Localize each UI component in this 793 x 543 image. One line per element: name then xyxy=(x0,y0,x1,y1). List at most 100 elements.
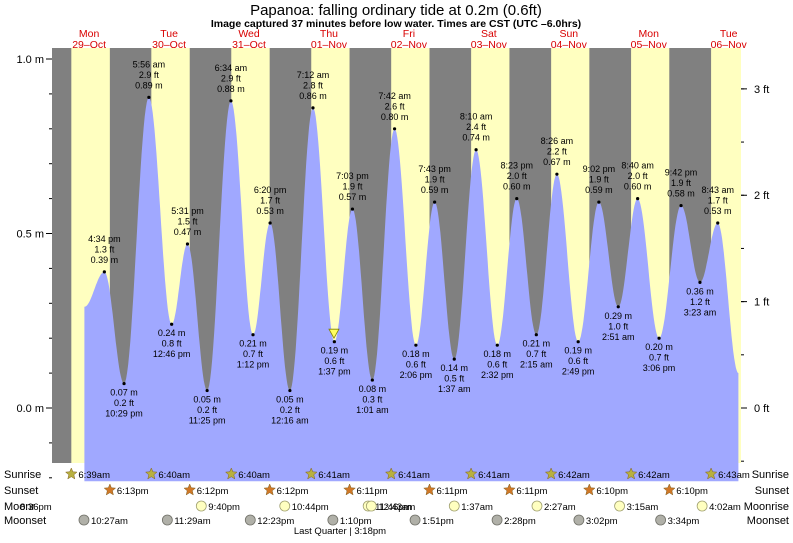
tide-point xyxy=(170,322,174,326)
tide-point xyxy=(147,95,151,99)
tide-label-line: 0.7 ft xyxy=(243,349,264,359)
y-tick-label-left: 1.0 m xyxy=(16,54,44,66)
high-tide-label: 9:02 pm1.9 ft0.59 m xyxy=(583,164,616,195)
tide-point xyxy=(433,200,437,204)
tide-label-line: 0.18 m xyxy=(402,349,430,359)
day-of-week-label: Thu xyxy=(320,28,338,40)
moonrise-time: 1:37am xyxy=(461,502,493,513)
tide-label-line: 0.53 m xyxy=(704,206,732,216)
tide-label-line: 0.67 m xyxy=(543,157,571,167)
sunset-icon xyxy=(183,483,197,496)
row-label-right: Moonrise xyxy=(744,501,789,513)
low-tide-label: 0.08 m0.3 ft1:01 am xyxy=(356,384,389,415)
y-tick-label-right: 1 ft xyxy=(754,297,769,309)
sunset-time: 6:10pm xyxy=(676,486,708,497)
tide-label-line: 8:43 am xyxy=(701,185,734,195)
moonset-icon xyxy=(327,514,339,526)
low-tide-label: 0.18 m0.6 ft2:32 pm xyxy=(481,349,514,380)
tide-label-line: 0.3 ft xyxy=(362,395,383,405)
high-tide-label: 4:34 pm1.3 ft0.39 m xyxy=(88,234,121,265)
sunset-icon xyxy=(582,483,596,496)
day-of-week-label: Mon xyxy=(79,28,100,40)
tide-label-line: 1.7 ft xyxy=(260,196,281,206)
day-of-week-label: Sun xyxy=(559,28,578,40)
sunrise-time: 6:42am xyxy=(638,470,670,481)
moonset-icon xyxy=(78,514,90,526)
tide-label-line: 0.2 ft xyxy=(197,405,218,415)
chart-header: Papanoa: falling ordinary tide at 0.2m (… xyxy=(211,2,581,30)
day-date-label: 05–Nov xyxy=(631,39,668,51)
high-tide-label: 7:42 am2.6 ft0.80 m xyxy=(378,91,411,122)
tide-label-line: 0.74 m xyxy=(462,133,490,143)
tide-label-line: 1.3 ft xyxy=(94,244,115,254)
tide-label-line: 0.47 m xyxy=(174,227,202,237)
tide-point xyxy=(288,388,292,393)
sunrise-time: 6:42am xyxy=(558,470,590,481)
tide-label-line: 2:15 am xyxy=(520,360,553,370)
tide-label-line: 2.6 ft xyxy=(385,101,406,111)
sunset-icon xyxy=(662,483,676,496)
y-tick-label-right: 2 ft xyxy=(754,190,769,202)
tide-label-line: 10:29 pm xyxy=(105,409,143,419)
moonrise-time: 2:27am xyxy=(544,502,576,513)
moonrise-icon xyxy=(531,500,543,512)
tide-label-line: 0.14 m xyxy=(441,363,469,373)
high-tide-label: 8:26 am2.2 ft0.67 m xyxy=(541,136,574,167)
sunset-time: 6:10pm xyxy=(596,486,628,497)
tide-label-line: 9:02 pm xyxy=(583,164,616,174)
tide-point xyxy=(495,343,499,347)
y-tick-label-left: 0.5 m xyxy=(16,229,44,241)
tide-label-line: 2.4 ft xyxy=(466,122,487,132)
moonset-time: 1:51pm xyxy=(422,516,454,527)
tide-label-line: 12:46 pm xyxy=(153,349,191,359)
high-tide-label: 7:03 pm1.9 ft0.57 m xyxy=(336,171,369,202)
day-date-label: 01–Nov xyxy=(311,39,348,51)
sunset-icon xyxy=(103,483,117,496)
tide-label-line: 0.86 m xyxy=(299,91,327,101)
tide-label-line: 1:37 am xyxy=(438,384,471,394)
moonrise-icon xyxy=(365,500,377,512)
tide-label-line: 7:03 pm xyxy=(336,171,369,181)
moonrise-icon xyxy=(696,500,708,512)
tide-label-line: 0.5 ft xyxy=(444,374,465,384)
moonset-time: 2:28pm xyxy=(504,516,536,527)
moonrise-time: 8:36pm xyxy=(20,502,52,513)
chart-subtitle: Image captured 37 minutes before low wat… xyxy=(211,18,581,30)
tide-curve xyxy=(84,97,739,482)
tide-label-line: 0.6 ft xyxy=(568,356,589,366)
sunset-icon xyxy=(263,483,277,496)
day-of-week-label: Wed xyxy=(238,28,260,40)
tide-label-line: 2.8 ft xyxy=(303,80,324,90)
row-label-left: Moonr xyxy=(4,501,36,513)
tide-label-line: 0.88 m xyxy=(217,84,245,94)
y-tick-label-right: 0 ft xyxy=(754,403,769,415)
tide-label-line: 6:34 am xyxy=(215,63,248,73)
low-tide-label: 0.20 m0.7 ft3:06 pm xyxy=(643,342,676,373)
sunrise-time: 6:39am xyxy=(78,470,110,481)
low-tide-label: 0.19 m0.6 ft1:37 pm xyxy=(318,346,351,377)
tide-label-line: 2:06 pm xyxy=(400,370,433,380)
tide-point xyxy=(576,340,580,344)
day-of-week-label: Tue xyxy=(720,28,738,40)
tide-label-line: 1.9 ft xyxy=(671,178,692,188)
tide-point xyxy=(268,221,272,225)
tide-water-area xyxy=(84,97,739,482)
y-tick-label-right: 3 ft xyxy=(754,84,769,96)
sunset-time: 6:13pm xyxy=(117,486,149,497)
chart-title: Papanoa: falling ordinary tide at 0.2m (… xyxy=(250,2,542,19)
high-tide-label: 6:20 pm1.7 ft0.53 m xyxy=(254,185,287,216)
tide-label-line: 0.8 ft xyxy=(162,339,183,349)
tide-label-line: 0.18 m xyxy=(484,349,512,359)
tide-label-line: 1:37 pm xyxy=(318,367,351,377)
tide-label-line: 0.08 m xyxy=(359,384,387,394)
sunrise-icon xyxy=(624,467,638,480)
sunrise-icon xyxy=(544,467,558,480)
tide-label-line: 0.24 m xyxy=(158,328,186,338)
tide-point xyxy=(370,378,374,382)
tide-point xyxy=(616,305,620,309)
moonset-time: 11:29am xyxy=(174,516,210,527)
